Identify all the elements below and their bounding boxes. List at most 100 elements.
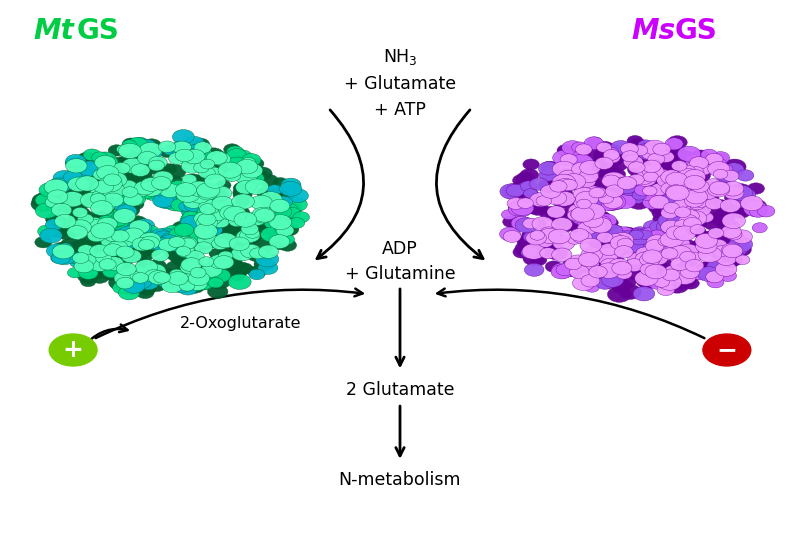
Circle shape — [642, 157, 664, 172]
Circle shape — [546, 209, 563, 220]
Circle shape — [211, 211, 226, 220]
Circle shape — [636, 261, 657, 275]
Text: Ms: Ms — [631, 17, 675, 45]
Circle shape — [556, 264, 574, 276]
Circle shape — [591, 189, 606, 199]
Circle shape — [107, 241, 128, 255]
Circle shape — [663, 211, 684, 225]
Circle shape — [656, 158, 677, 172]
Circle shape — [718, 220, 736, 232]
Circle shape — [193, 219, 210, 231]
Circle shape — [201, 212, 223, 227]
Circle shape — [192, 193, 207, 203]
Circle shape — [208, 215, 226, 227]
Circle shape — [143, 264, 166, 279]
Circle shape — [108, 145, 125, 156]
Circle shape — [722, 181, 744, 196]
Circle shape — [238, 179, 258, 192]
Circle shape — [98, 232, 116, 243]
Circle shape — [600, 148, 615, 158]
Circle shape — [218, 211, 241, 226]
Circle shape — [122, 187, 138, 197]
Circle shape — [674, 263, 696, 277]
Circle shape — [627, 146, 647, 159]
Circle shape — [579, 255, 599, 268]
Circle shape — [225, 157, 244, 169]
Circle shape — [643, 241, 661, 253]
Circle shape — [661, 207, 678, 219]
Circle shape — [234, 212, 257, 227]
Circle shape — [573, 153, 587, 163]
Circle shape — [606, 225, 622, 236]
Circle shape — [234, 184, 250, 194]
Circle shape — [241, 163, 262, 178]
Circle shape — [198, 223, 214, 233]
Circle shape — [721, 225, 742, 239]
Circle shape — [194, 235, 216, 250]
Circle shape — [574, 209, 590, 218]
Circle shape — [642, 241, 657, 251]
Circle shape — [710, 181, 730, 195]
Circle shape — [678, 215, 698, 227]
Circle shape — [671, 160, 687, 171]
Circle shape — [152, 238, 174, 253]
Circle shape — [74, 192, 94, 204]
Circle shape — [663, 214, 685, 228]
Circle shape — [93, 170, 109, 180]
Circle shape — [552, 174, 576, 190]
Circle shape — [625, 258, 646, 272]
Circle shape — [250, 195, 273, 210]
Circle shape — [500, 227, 521, 241]
Circle shape — [46, 244, 68, 258]
Circle shape — [570, 208, 588, 220]
Circle shape — [147, 259, 166, 272]
Circle shape — [639, 188, 658, 201]
Circle shape — [234, 163, 258, 178]
Circle shape — [600, 189, 619, 202]
Circle shape — [530, 193, 550, 207]
Circle shape — [658, 243, 674, 254]
Circle shape — [133, 272, 148, 283]
Circle shape — [662, 269, 680, 281]
Circle shape — [551, 265, 572, 279]
Circle shape — [674, 218, 692, 231]
Circle shape — [691, 227, 706, 238]
Circle shape — [206, 167, 223, 179]
Circle shape — [523, 232, 539, 242]
Circle shape — [93, 213, 108, 224]
Circle shape — [186, 219, 208, 233]
Circle shape — [629, 228, 646, 240]
Circle shape — [278, 223, 299, 236]
Circle shape — [653, 143, 671, 155]
Circle shape — [265, 205, 284, 218]
Circle shape — [170, 228, 186, 239]
Circle shape — [645, 264, 667, 279]
Circle shape — [132, 238, 152, 251]
Circle shape — [43, 194, 65, 208]
Circle shape — [208, 278, 223, 288]
Circle shape — [670, 228, 684, 238]
Circle shape — [199, 196, 218, 209]
Circle shape — [199, 216, 219, 230]
Circle shape — [52, 228, 66, 238]
Circle shape — [686, 189, 707, 204]
Circle shape — [646, 240, 661, 250]
Circle shape — [146, 181, 166, 194]
Circle shape — [692, 169, 710, 182]
Circle shape — [741, 196, 763, 211]
Circle shape — [726, 255, 742, 266]
Circle shape — [682, 218, 697, 228]
Circle shape — [266, 231, 286, 244]
Circle shape — [538, 228, 562, 243]
Circle shape — [654, 273, 674, 287]
Circle shape — [117, 271, 135, 284]
Circle shape — [203, 268, 218, 278]
Circle shape — [183, 243, 198, 253]
Text: + ATP: + ATP — [374, 102, 426, 119]
Circle shape — [551, 218, 573, 232]
Circle shape — [606, 189, 624, 201]
Circle shape — [643, 173, 660, 184]
Circle shape — [193, 160, 210, 172]
Circle shape — [146, 156, 163, 168]
Circle shape — [508, 203, 528, 216]
